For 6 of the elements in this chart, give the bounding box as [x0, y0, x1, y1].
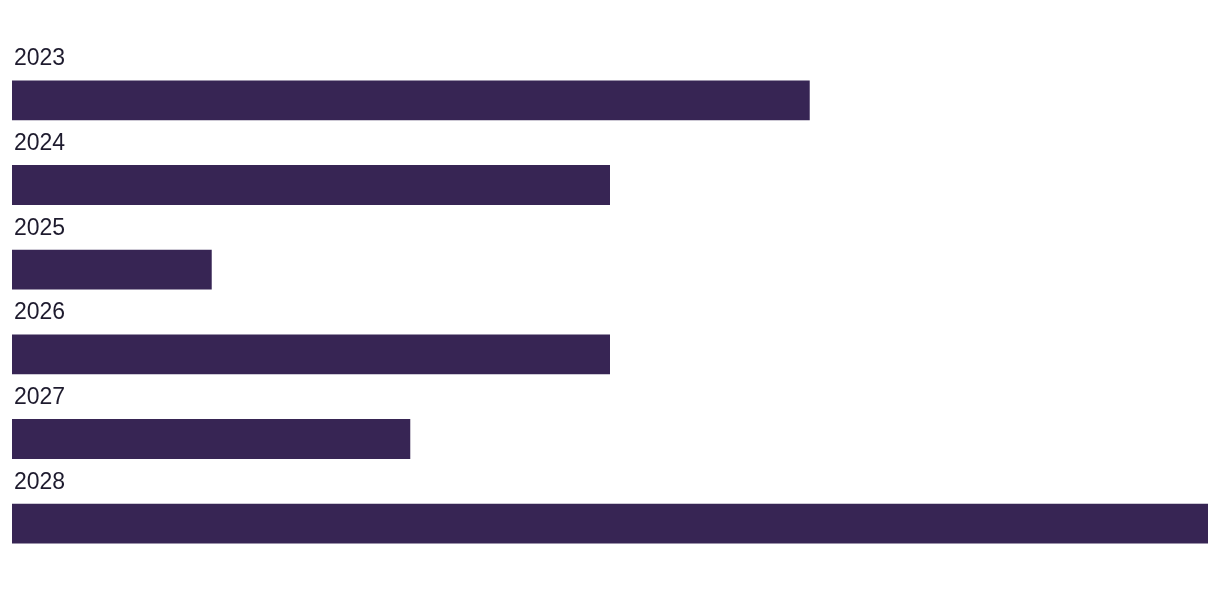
y-tick-label: 2027 [14, 383, 66, 409]
y-tick-label: 2024 [14, 129, 66, 155]
y-tick-label: 2023 [14, 44, 66, 70]
y-tick-label: 2026 [14, 298, 66, 324]
y-tick-label: 2025 [14, 214, 66, 240]
y-tick-label: 2028 [14, 468, 66, 494]
